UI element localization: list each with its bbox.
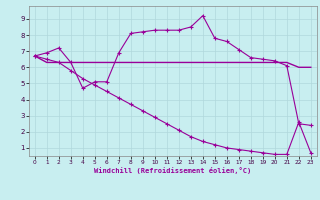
X-axis label: Windchill (Refroidissement éolien,°C): Windchill (Refroidissement éolien,°C) xyxy=(94,167,252,174)
